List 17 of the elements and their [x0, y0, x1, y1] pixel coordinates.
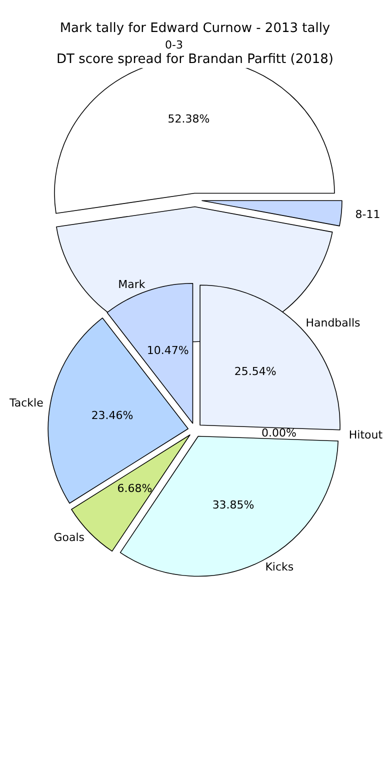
slice-label: Goals	[54, 530, 85, 544]
text: 0.00%	[261, 426, 296, 440]
data-label: 33.85%	[212, 498, 254, 512]
category-label: Hitout	[348, 428, 383, 442]
chart-title: DT score spread for Brandan Parfitt (2018)	[54, 51, 336, 68]
slice-label: Tackle	[8, 396, 44, 410]
data-label: 52.38%	[168, 112, 210, 126]
data-label: 25.54%	[234, 365, 276, 378]
slice-label: Handballs	[306, 316, 361, 330]
slice-label: Kicks	[265, 560, 294, 574]
data-label: 10.47%	[146, 344, 189, 358]
slice-label: Mark	[118, 278, 146, 291]
slice-label: 8-11	[355, 208, 380, 222]
data-label: 6.68%	[117, 482, 152, 496]
chart-title: Mark tally for Edward Curnow - 2013 tally	[58, 20, 332, 37]
slice-label: 0-3	[165, 38, 183, 52]
data-label: 23.46%	[91, 408, 134, 422]
